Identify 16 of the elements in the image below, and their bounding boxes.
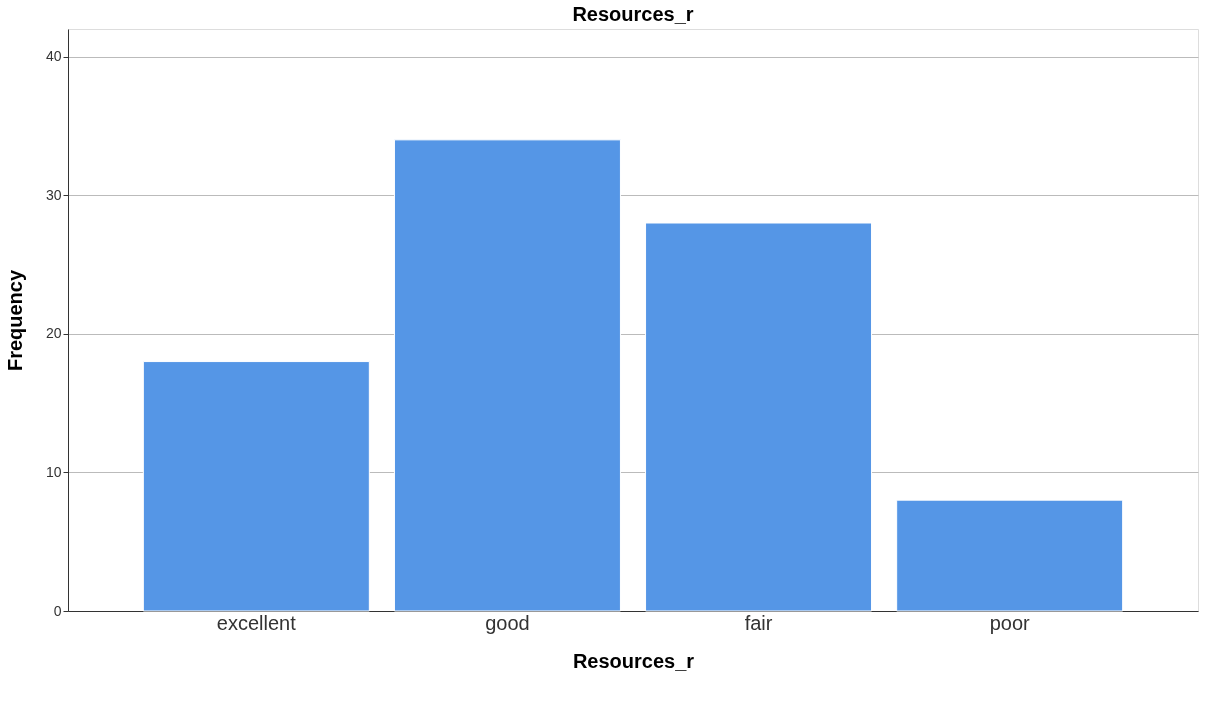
chart-title: Resources_r bbox=[572, 3, 694, 25]
bar bbox=[896, 499, 1124, 612]
bar bbox=[142, 361, 370, 612]
y-axis-title: Frequency bbox=[3, 269, 26, 372]
bar bbox=[645, 222, 873, 612]
x-tick-label: poor bbox=[989, 611, 1031, 634]
y-tick-label: 40 bbox=[45, 48, 62, 65]
y-tick-label: 20 bbox=[45, 325, 62, 342]
x-tick-label: good bbox=[485, 611, 530, 634]
y-tick-label: 10 bbox=[45, 463, 62, 480]
y-tick-label: 30 bbox=[45, 186, 62, 203]
bar bbox=[393, 139, 621, 612]
x-tick-label: excellent bbox=[216, 611, 297, 634]
x-axis-title: Resources_r bbox=[572, 649, 695, 672]
x-tick-label: fair bbox=[744, 611, 773, 634]
y-tick-label: 0 bbox=[53, 602, 62, 619]
